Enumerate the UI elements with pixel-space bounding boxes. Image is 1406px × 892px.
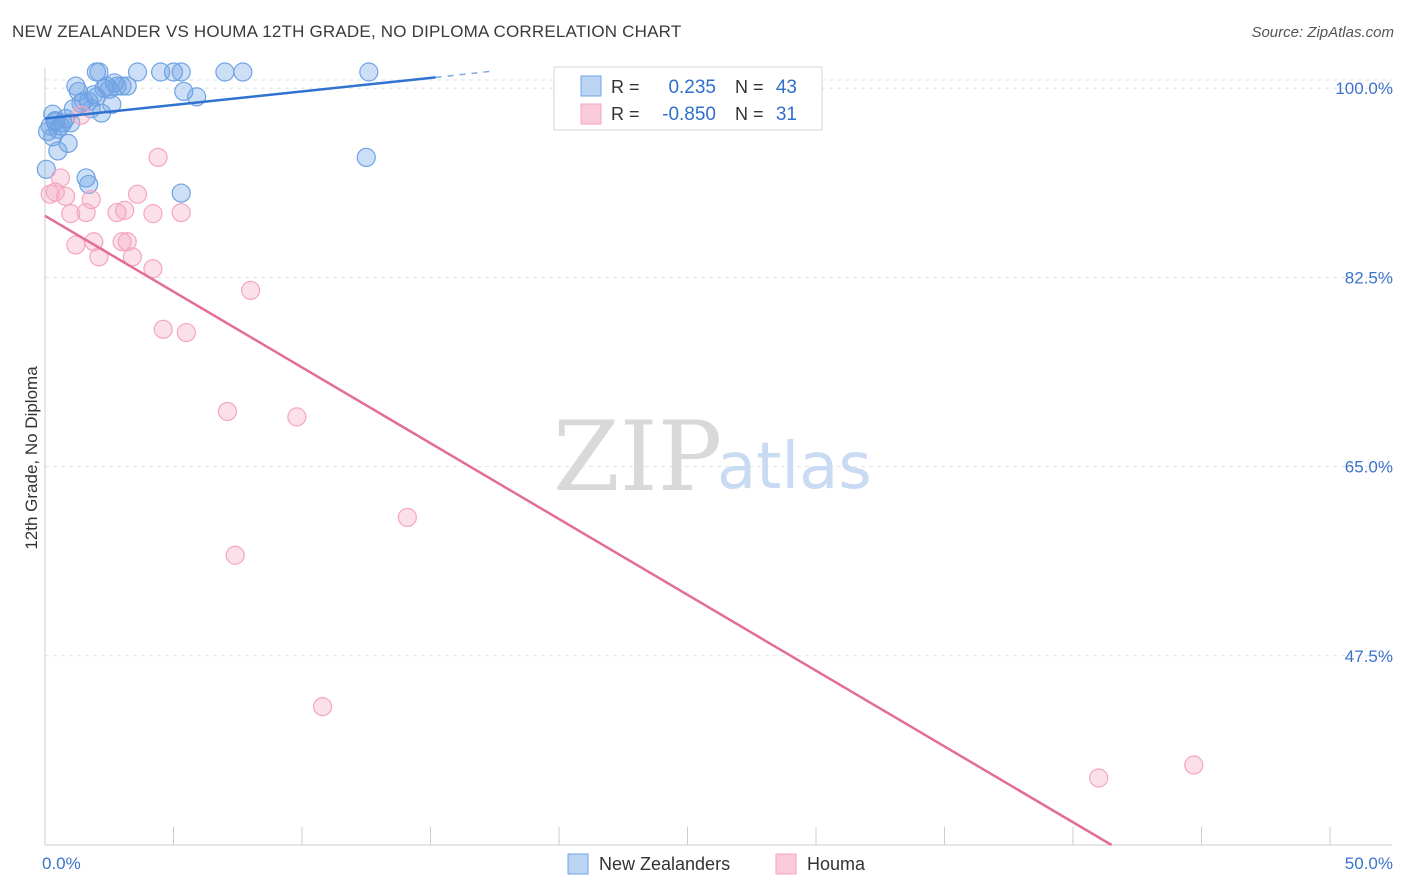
data-point-houma [55,186,76,206]
data-point-new-zealanders [163,62,184,82]
data-point-houma [117,232,137,252]
data-point-houma [148,147,168,168]
data-point-houma [241,280,261,300]
data-point-new-zealanders [174,81,194,102]
data-point-new-zealanders [102,94,122,115]
legend-n-label-1: N = [735,77,764,97]
data-point-houma [81,189,101,210]
series-houma-points [40,105,1204,788]
data-point-houma [171,202,191,223]
trend-lines [44,70,1113,847]
legend-swatch-pink [580,103,602,125]
legend-n-label-2: N = [735,104,764,124]
y-tick-label: 100.0% [1335,79,1393,98]
data-point-houma [122,247,142,267]
data-point-new-zealanders [127,62,148,82]
x-tick-labels: 0.0% 50.0% [42,854,1393,873]
chart-title: NEW ZEALANDER VS HOUMA 12TH GRADE, NO DI… [12,22,682,41]
data-point-houma [225,545,245,565]
y-tick-label: 82.5% [1345,268,1393,287]
trend-line-houma [44,214,1113,847]
watermark: ZIP atlas [553,401,872,513]
data-point-new-zealanders [112,76,132,96]
grid-lines [45,79,1392,657]
legend-r-value-2: -0.850 [662,104,716,125]
legend-label-new-zealanders: New Zealanders [599,854,730,874]
legend-swatch-new-zealanders [567,853,589,875]
data-point-new-zealanders [66,76,86,96]
data-point-houma [176,322,196,343]
data-point-new-zealanders [36,159,56,179]
data-point-houma [115,200,135,220]
data-point-houma [127,184,148,204]
data-point-new-zealanders [359,62,379,82]
axes [44,68,1392,846]
data-point-houma [143,204,163,224]
data-point-houma [107,202,127,223]
x-tick-label-min: 0.0% [42,854,81,873]
data-point-houma [1089,768,1109,788]
data-point-new-zealanders [117,76,137,96]
data-point-new-zealanders [233,62,253,82]
data-point-new-zealanders [171,183,191,203]
data-point-new-zealanders [107,76,127,96]
data-point-new-zealanders [215,62,235,82]
x-tick-label-max: 50.0% [1345,854,1393,873]
data-point-new-zealanders [79,174,99,195]
legend-swatch-blue [580,75,602,97]
data-point-houma [112,232,132,252]
y-tick-label: 47.5% [1345,647,1393,666]
y-axis-title: 12th Grade, No Diploma [22,366,41,550]
data-point-new-zealanders [61,113,81,133]
legend-swatch-houma [775,853,797,875]
legend-label-houma: Houma [807,854,866,874]
data-point-new-zealanders [171,62,191,82]
data-point-new-zealanders [356,147,376,168]
data-point-houma [50,168,71,188]
series-new-zealanders-points [36,62,379,203]
data-point-houma [153,319,173,339]
data-point-houma [61,204,81,224]
trend-line-new-zealanders [44,76,436,120]
y-tick-label: 65.0% [1345,458,1393,477]
data-point-houma [397,507,417,528]
legend-n-value-2: 31 [776,104,797,125]
legend-r-label-1: R = [611,77,640,97]
data-point-houma [217,401,238,422]
source-label: Source: ZipAtlas.com [1251,24,1394,41]
data-point-houma [1184,755,1204,775]
watermark-atlas: atlas [717,430,872,504]
stats-legend: R = 0.235 N = 43 R = -0.850 N = 31 [553,66,823,131]
trend-line-new-zealanders-extension [435,70,495,79]
data-point-new-zealanders [73,91,94,111]
data-point-houma [287,407,307,427]
legend-r-label-2: R = [611,104,640,124]
data-point-new-zealanders [45,111,65,131]
data-point-houma [312,697,333,717]
series-legend: New Zealanders Houma [567,853,866,875]
y-tick-labels: 100.0% 82.5% 65.0% 47.5% [1335,79,1393,666]
data-point-new-zealanders [97,76,117,96]
data-point-new-zealanders [58,133,78,153]
data-point-new-zealanders [48,141,68,161]
legend-r-value-1: 0.235 [668,77,716,98]
data-point-houma [143,259,163,279]
watermark-zip: ZIP [553,401,722,513]
data-point-new-zealanders [68,81,89,102]
legend-n-value-1: 43 [776,77,797,98]
